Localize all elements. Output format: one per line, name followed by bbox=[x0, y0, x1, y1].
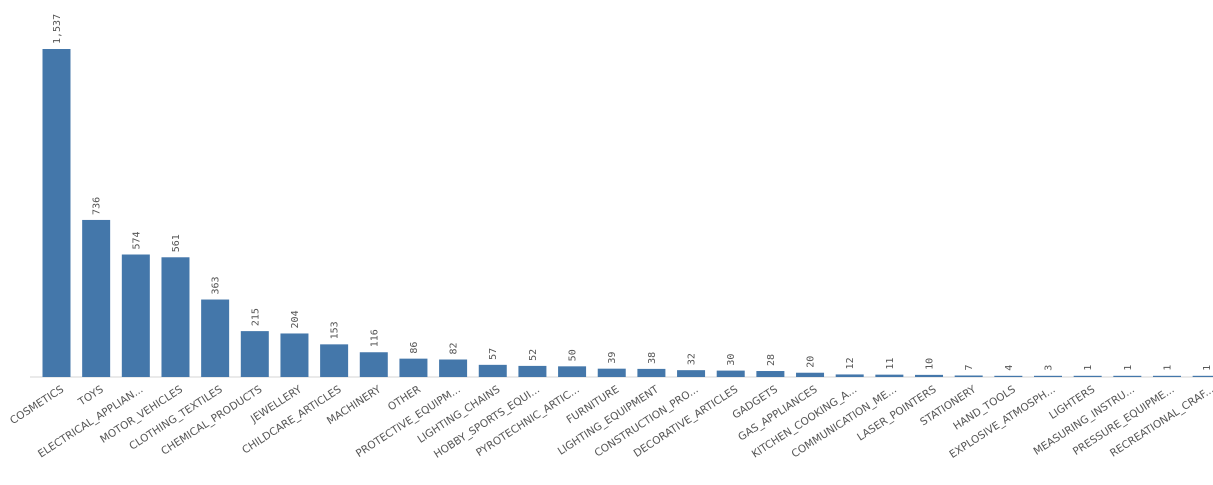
bar-value-label: 215 bbox=[250, 308, 261, 326]
bar bbox=[796, 372, 825, 377]
bar bbox=[756, 371, 785, 377]
bar-value-label: 38 bbox=[647, 352, 658, 364]
bar-value-label: 82 bbox=[449, 342, 460, 354]
bar bbox=[439, 359, 468, 377]
bar bbox=[915, 374, 944, 377]
bar bbox=[359, 352, 388, 377]
bar-value-label: 1,537 bbox=[52, 14, 63, 44]
bar bbox=[518, 365, 547, 377]
bar-value-label: 204 bbox=[290, 310, 301, 328]
bar-value-label: 116 bbox=[369, 329, 380, 347]
category-labels-group: COSMETICS TOYSELECTRICAL_APPLIAN...MOTOR_… bbox=[8, 383, 1213, 461]
bar-value-label: 28 bbox=[766, 354, 777, 366]
bar-value-label: 10 bbox=[925, 358, 936, 370]
bar-value-label: 153 bbox=[330, 321, 341, 339]
bar-value-label: 561 bbox=[171, 234, 182, 252]
bar-value-label: 3 bbox=[1044, 365, 1055, 371]
bar bbox=[1034, 375, 1062, 377]
bar bbox=[1192, 375, 1213, 377]
bar bbox=[677, 370, 706, 377]
bar bbox=[320, 344, 349, 377]
bar-value-label: 1 bbox=[1123, 365, 1134, 371]
bar bbox=[875, 374, 904, 377]
bar-value-label: 86 bbox=[409, 342, 420, 354]
bar bbox=[82, 219, 111, 377]
bar bbox=[1152, 375, 1181, 377]
bar bbox=[280, 333, 309, 377]
bar-value-label: 1 bbox=[1202, 365, 1213, 371]
bar-value-label: 12 bbox=[845, 357, 856, 369]
bar-value-label: 32 bbox=[687, 353, 698, 365]
bar-value-label: 363 bbox=[211, 276, 222, 294]
bar bbox=[994, 375, 1023, 377]
bars-group bbox=[42, 49, 1213, 377]
bar bbox=[42, 49, 71, 377]
bar bbox=[835, 374, 864, 377]
bar-value-label: 50 bbox=[568, 349, 579, 361]
bar bbox=[597, 368, 626, 377]
bar-value-label: 39 bbox=[607, 352, 618, 364]
bar-value-label: 52 bbox=[528, 349, 539, 361]
bar-value-label: 574 bbox=[131, 231, 142, 249]
bar bbox=[399, 358, 428, 377]
bar bbox=[161, 257, 190, 377]
bar bbox=[637, 368, 666, 377]
category-label: TOYS bbox=[76, 383, 106, 409]
bar bbox=[1113, 375, 1142, 377]
bar bbox=[478, 364, 507, 377]
bar-value-label: 1 bbox=[1083, 365, 1094, 371]
bar bbox=[1073, 375, 1102, 377]
bar-value-label: 4 bbox=[1004, 365, 1015, 371]
bar-value-label: 57 bbox=[488, 348, 499, 360]
bar-value-label: 20 bbox=[806, 356, 817, 368]
bar bbox=[121, 254, 150, 377]
category-label: COSMETICS bbox=[8, 383, 66, 427]
bar bbox=[201, 299, 230, 377]
bar-value-label: 30 bbox=[726, 354, 737, 366]
bar bbox=[716, 370, 745, 377]
bar bbox=[954, 375, 983, 377]
bar-value-label: 1 bbox=[1162, 365, 1173, 371]
bar-value-label: 11 bbox=[885, 358, 896, 370]
bar-value-label: 736 bbox=[92, 197, 103, 215]
bar bbox=[240, 331, 269, 377]
bar-value-label: 7 bbox=[964, 364, 975, 370]
bar bbox=[558, 366, 587, 377]
